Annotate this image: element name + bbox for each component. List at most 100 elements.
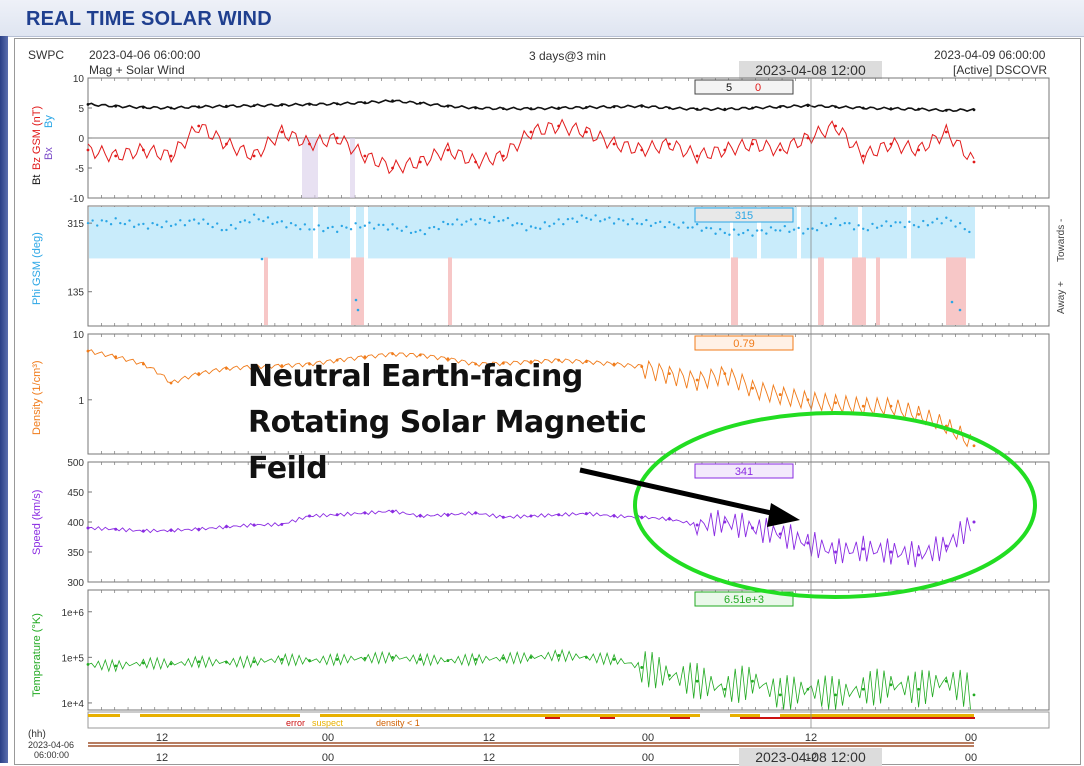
phi-point	[529, 225, 533, 228]
phi-point	[515, 222, 519, 225]
phi-point	[465, 220, 468, 223]
phi-gap	[364, 207, 368, 259]
annotation-ellipse	[633, 411, 1037, 599]
mag-point	[723, 148, 727, 152]
mag-point	[695, 154, 699, 158]
phi-point	[326, 226, 330, 230]
density-line	[87, 349, 971, 448]
phi-point	[109, 223, 113, 226]
quality-error-bar	[545, 717, 560, 719]
phi-point	[211, 225, 214, 229]
temperature-point	[114, 664, 118, 668]
quality-legend-2: density < 1	[376, 718, 420, 728]
speed-ytick-label: 450	[67, 488, 84, 499]
phi-point	[488, 221, 491, 224]
mag-band	[350, 138, 355, 198]
phi-point	[206, 222, 210, 226]
mag-point	[501, 107, 505, 110]
mag-point	[889, 142, 893, 146]
temperature-point	[751, 679, 754, 683]
temperature-point	[834, 693, 837, 697]
mag-point	[751, 142, 754, 146]
subtitle-left: Mag + Solar Wind	[89, 63, 185, 77]
time-tick-label-top: 12	[805, 732, 817, 744]
phi-point	[497, 219, 500, 223]
mag-point	[778, 105, 782, 109]
phi-point	[271, 222, 274, 226]
phi-point	[640, 222, 643, 226]
phi-point	[575, 220, 579, 224]
mag-value-box	[694, 79, 794, 95]
mag-point	[668, 106, 671, 110]
phi-point	[409, 231, 413, 235]
phi-point	[91, 219, 94, 222]
phi-point	[492, 215, 496, 219]
phi-point	[857, 224, 860, 227]
speed-ylabel: Speed (km/s)	[31, 490, 43, 555]
quality-error-bar	[600, 717, 615, 719]
phi-point	[156, 223, 159, 227]
time-tick-label-bottom: 12	[483, 752, 495, 763]
phi-point	[645, 218, 648, 222]
mag-ylabel-bt: Bt	[31, 175, 43, 185]
mag-point	[169, 106, 173, 110]
mag-point	[141, 148, 145, 152]
phi-point	[502, 219, 505, 222]
temperature-point	[972, 693, 976, 697]
speed-point	[612, 514, 616, 518]
phi-gap	[907, 207, 911, 259]
density-ylabel: Density (1/cm³)	[31, 360, 43, 435]
phi-point	[262, 219, 265, 223]
phi-point	[926, 224, 930, 227]
mag-point	[335, 136, 339, 140]
phi-point	[543, 221, 547, 224]
temperature-point	[363, 656, 367, 660]
phi-point	[935, 217, 939, 221]
phi-point	[677, 226, 680, 229]
phi-right-label-towards: Towards -	[1056, 219, 1067, 262]
source-label: SWPC	[28, 48, 64, 62]
density-point	[114, 355, 118, 359]
speed-point	[418, 514, 422, 518]
phi-ytick-label: 315	[67, 219, 84, 230]
density-point	[917, 412, 921, 416]
density-value: 0.79	[733, 338, 754, 350]
phi-point	[539, 227, 542, 230]
chart-panel	[14, 38, 1081, 765]
mag-value-bt: 5	[726, 82, 732, 94]
density-point	[751, 386, 754, 390]
speed-point	[778, 532, 782, 536]
annotation-line-1: Neutral Earth-facing	[248, 359, 583, 394]
phi-point	[755, 229, 759, 232]
phi-point	[635, 222, 639, 225]
phi-point	[797, 226, 800, 230]
phi-point	[700, 229, 703, 232]
time-tick-label-top: 12	[483, 732, 495, 744]
mag-point	[197, 105, 201, 109]
temperature-point	[446, 659, 450, 662]
temperature-point	[529, 655, 533, 659]
phi-away-band	[731, 257, 738, 325]
speed-point	[474, 511, 478, 515]
phi-point	[349, 228, 353, 231]
mag-ylabel-by: By	[43, 115, 55, 128]
phi-point	[718, 228, 722, 231]
phi-away-band	[946, 257, 966, 325]
speed-point	[280, 522, 284, 526]
temperature-point	[723, 687, 727, 691]
mag-point	[861, 154, 865, 158]
phi-point	[825, 224, 828, 227]
time-tick-label-bottom: 12	[805, 752, 817, 763]
phi-point	[608, 216, 611, 219]
phi-point	[737, 233, 740, 236]
phi-point	[169, 224, 173, 228]
speed-line	[87, 509, 971, 568]
temperature-point	[225, 660, 228, 664]
phi-point	[617, 217, 620, 221]
speed-point	[751, 526, 754, 530]
speed-point	[695, 523, 699, 527]
mag-point	[501, 154, 505, 158]
phi-point	[792, 228, 796, 231]
annotation-arrow-shaft	[579, 467, 781, 518]
phi-away-band	[876, 257, 880, 325]
